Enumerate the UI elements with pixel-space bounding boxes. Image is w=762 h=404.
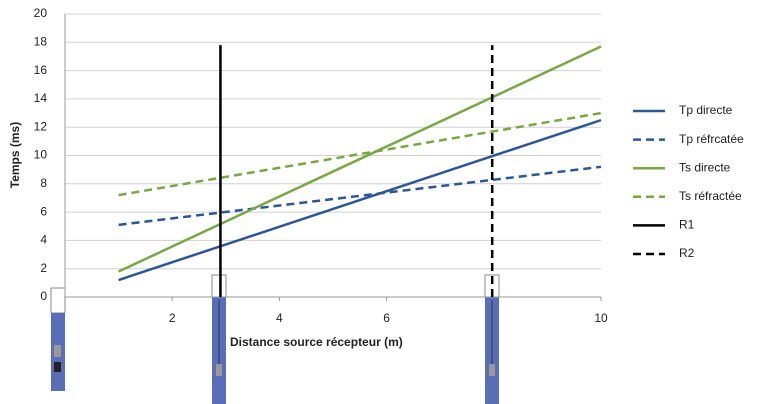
legend-label: Tp réfrcatée <box>679 132 744 146</box>
legend-label: R1 <box>679 218 695 232</box>
series-line <box>118 45 602 273</box>
y-tick-label: 2 <box>40 261 47 275</box>
y-tick-label: 12 <box>34 119 48 133</box>
x-tick-label: 2 <box>169 311 176 325</box>
y-tick-label: 18 <box>34 34 48 48</box>
y-tick-label: 14 <box>34 91 48 105</box>
x-tick-label: 4 <box>276 311 283 325</box>
series-line <box>118 118 602 282</box>
y-tick-label: 10 <box>34 148 48 162</box>
legend-label: Ts réfractée <box>679 189 742 203</box>
legend-label: R2 <box>679 246 695 260</box>
y-tick-label: 4 <box>40 233 47 247</box>
y-tick-label: 20 <box>34 6 48 20</box>
x-axis-label: Distance source récepteur (m) <box>230 335 403 349</box>
legend-label: Ts directe <box>679 160 731 174</box>
y-axis-label: Temps (ms) <box>8 122 22 188</box>
series-line <box>118 165 602 227</box>
y-tick-label: 8 <box>40 176 47 190</box>
borehole-icons <box>50 274 500 404</box>
legend-label: Tp directe <box>679 103 733 117</box>
y-tick-label: 16 <box>34 63 48 77</box>
x-tick-label: 6 <box>383 311 390 325</box>
y-tick-label: 6 <box>40 204 47 218</box>
y-tick-label: 0 <box>40 289 47 303</box>
series-line <box>118 111 602 197</box>
x-tick-label: 10 <box>594 311 608 325</box>
